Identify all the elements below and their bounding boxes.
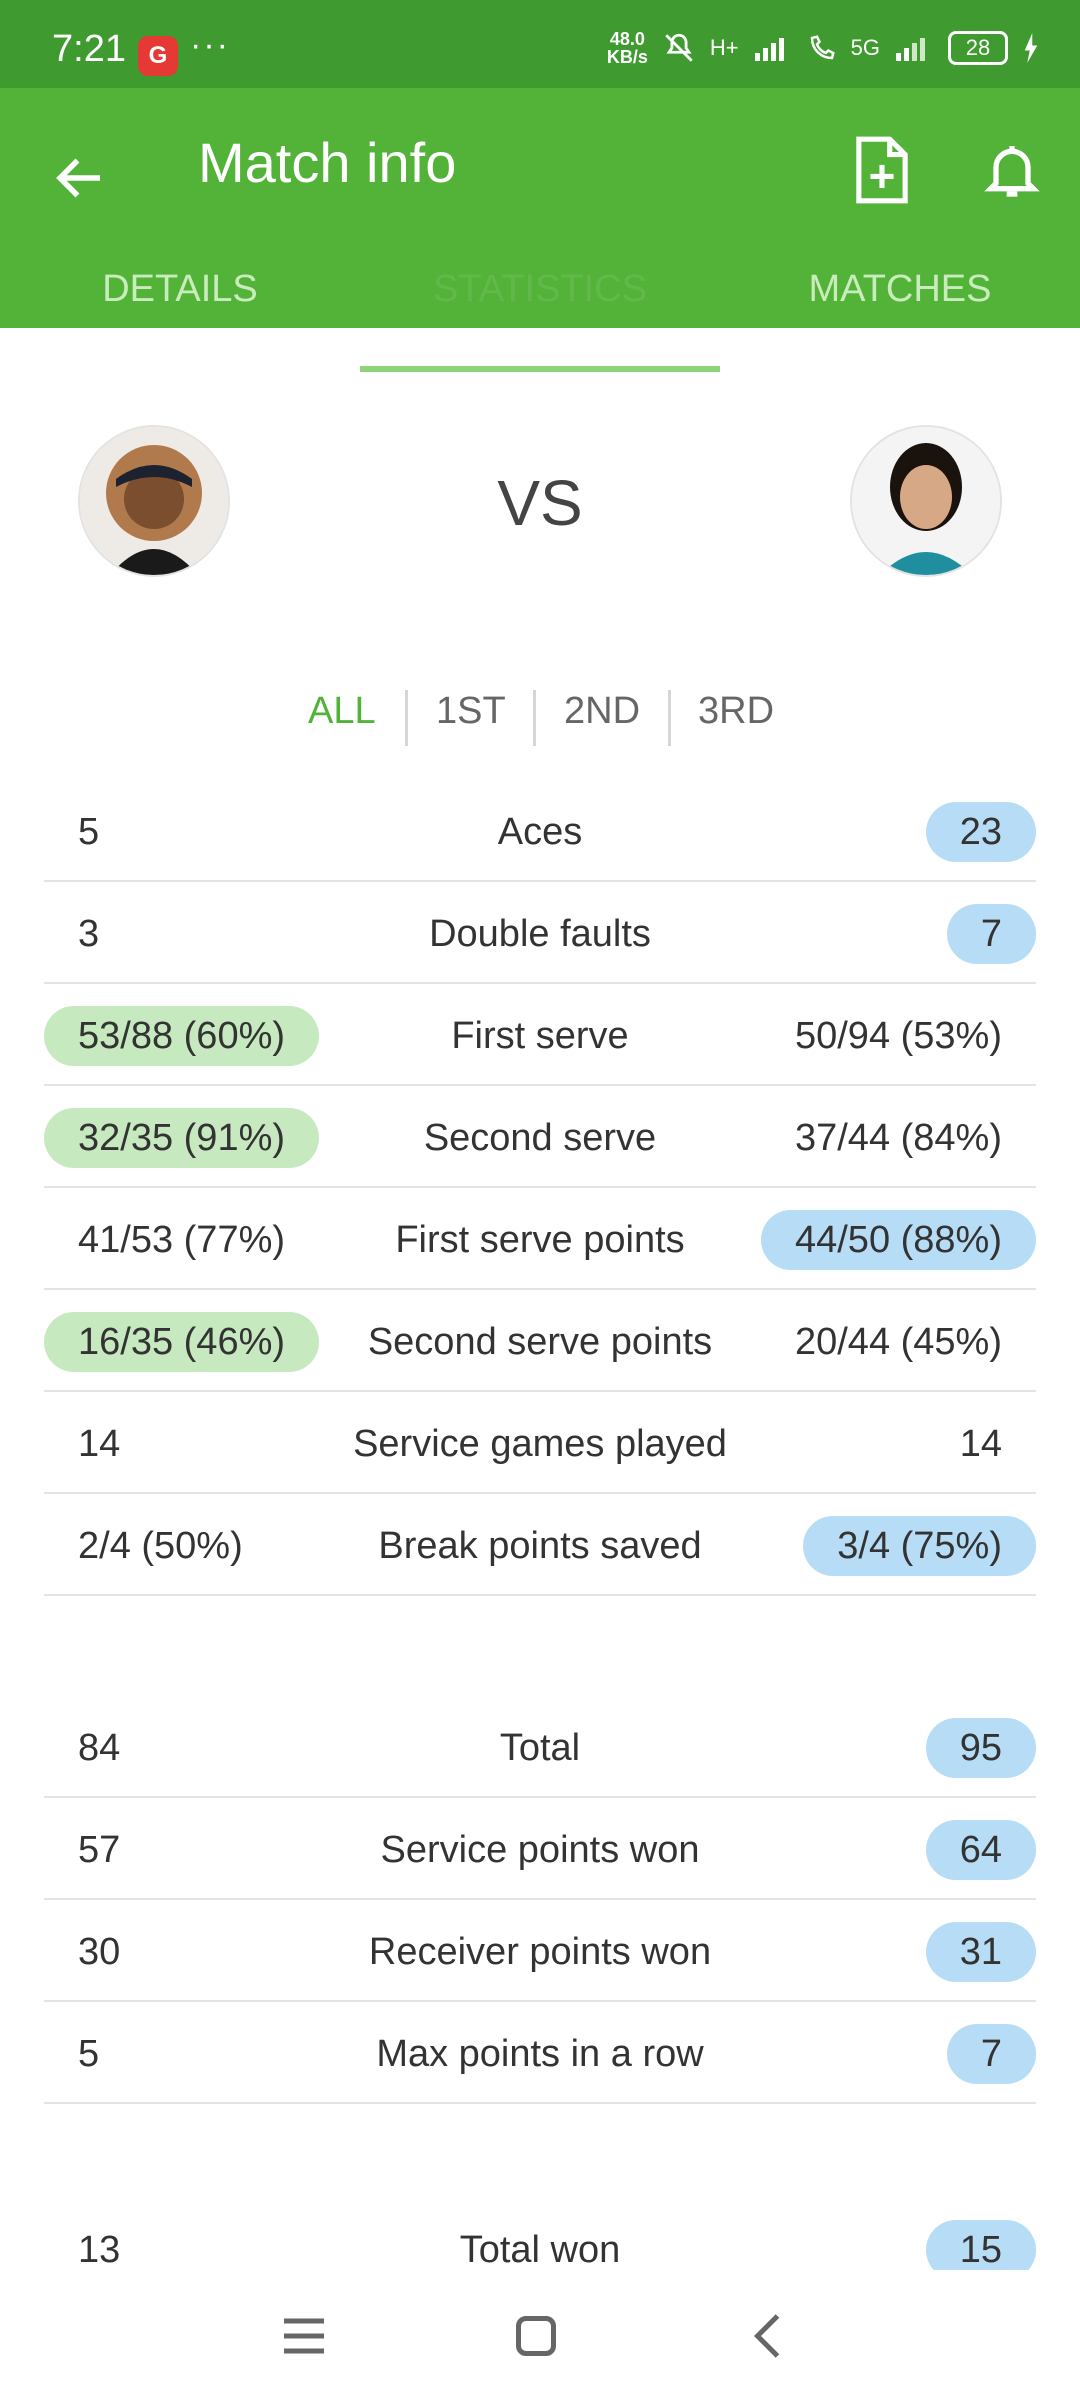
stat-label: Total — [499, 1727, 581, 1769]
stats-section-games: 13 Total won 15 — [0, 2196, 1080, 2270]
set-divider — [405, 690, 408, 746]
page-title: Match info — [198, 131, 457, 194]
stat-left-value: 32/35 (91%) — [44, 1108, 320, 1168]
stat-right-value: 64 — [925, 1820, 1036, 1880]
stat-left-value: 84 — [78, 1727, 121, 1769]
set-filter-3rd[interactable]: 3RD — [698, 690, 775, 732]
tab-bar: DETAILS STATISTICS MATCHES — [0, 264, 1080, 328]
signal-icon — [754, 38, 784, 61]
stat-label: Receiver points won — [368, 1931, 712, 1973]
tab-details[interactable]: DETAILS — [102, 268, 258, 310]
stat-right-value: 31 — [925, 1922, 1036, 1982]
stat-row-aces: 5 Aces 23 — [44, 778, 1036, 882]
system-nav-bar — [0, 2270, 1080, 2400]
stat-left-value: 13 — [78, 2229, 121, 2270]
stat-row-service-points-won: 57 Service points won 64 — [44, 1796, 1036, 1900]
call-icon — [810, 35, 835, 60]
stat-label: Aces — [497, 811, 583, 853]
stat-label: First serve points — [395, 1219, 685, 1261]
stat-row-total: 84 Total 95 — [44, 1694, 1036, 1798]
stat-label: Service points won — [380, 1829, 700, 1871]
stat-left-value: 14 — [78, 1423, 121, 1465]
stat-label: Service games played — [353, 1423, 727, 1465]
stat-label: Second serve points — [367, 1321, 713, 1363]
notification-bell-icon[interactable] — [980, 138, 1044, 202]
stat-row-double-faults: 3 Double faults 7 — [44, 880, 1036, 984]
stat-right-value: 50/94 (53%) — [794, 1015, 1002, 1057]
stat-row-max-points-in-a-row: 5 Max points in a row 7 — [44, 2000, 1036, 2104]
stat-left-value: 53/88 (60%) — [44, 1006, 320, 1066]
stat-label: Max points in a row — [376, 2033, 704, 2075]
stat-row-first-serve: 53/88 (60%) First serve 50/94 (53%) — [44, 982, 1036, 1086]
signal-icon-2 — [896, 38, 925, 61]
status-icons: 48.0 KB/s H+ 5G 28 — [607, 30, 1040, 66]
battery-icon: 28 — [948, 31, 1008, 65]
status-time: 7:21 — [52, 28, 126, 70]
active-tab-indicator — [360, 366, 720, 372]
stat-left-value: 57 — [78, 1829, 121, 1871]
stat-right-value: 14 — [959, 1423, 1002, 1465]
stat-left-value: 3 — [78, 913, 100, 955]
player2-avatar[interactable] — [850, 425, 1002, 577]
versus-label: VS — [497, 467, 583, 539]
home-icon[interactable] — [506, 2306, 566, 2366]
set-divider — [533, 690, 536, 746]
stat-label: Double faults — [429, 913, 651, 955]
stat-right-value: 15 — [925, 2220, 1036, 2270]
stat-right-value: 7 — [946, 904, 1036, 964]
add-document-icon[interactable] — [850, 134, 914, 206]
stat-right-value: 44/50 (88%) — [760, 1210, 1036, 1270]
stat-row-total-won: 13 Total won 15 — [44, 2196, 1036, 2270]
status-bar: 7:21 G ··· 48.0 KB/s H+ 5G 28 — [0, 0, 1080, 88]
app-bar: Match info DETAILS STATISTICS MATCHES — [0, 88, 1080, 328]
stat-row-service-games: 14 Service games played 14 — [44, 1390, 1036, 1494]
stat-left-value: 41/53 (77%) — [78, 1219, 286, 1261]
stat-row-receiver-points-won: 30 Receiver points won 31 — [44, 1898, 1036, 2002]
stat-left-value: 5 — [78, 2033, 100, 2075]
player1-avatar[interactable] — [78, 425, 230, 577]
stat-label: Break points saved — [378, 1525, 702, 1567]
set-filter-1st[interactable]: 1ST — [436, 690, 506, 732]
stat-label: Total won — [459, 2229, 621, 2270]
charging-icon — [1024, 33, 1038, 63]
stat-left-value: 5 — [78, 811, 100, 853]
stat-right-value: 20/44 (45%) — [794, 1321, 1002, 1363]
stat-left-value: 2/4 (50%) — [78, 1525, 243, 1567]
network-type-2: 5G — [850, 35, 880, 60]
back-icon[interactable] — [740, 2306, 800, 2366]
stat-label: Second serve — [423, 1117, 657, 1159]
set-filter-all[interactable]: ALL — [308, 690, 376, 732]
network-type-1: H+ — [709, 35, 739, 60]
more-notifications-icon: ··· — [190, 26, 230, 64]
stat-row-second-serve-points: 16/35 (46%) Second serve points 20/44 (45%… — [44, 1288, 1036, 1392]
stat-right-value: 95 — [925, 1718, 1036, 1778]
menu-icon[interactable] — [274, 2306, 334, 2366]
stat-row-first-serve-points: 41/53 (77%) First serve points 44/50 (88%) — [44, 1186, 1036, 1290]
set-filter-2nd[interactable]: 2ND — [564, 690, 641, 732]
set-filter: ALL 1ST 2ND 3RD — [0, 690, 1080, 746]
app-notification-icon: G — [138, 36, 178, 76]
back-arrow-icon[interactable] — [50, 148, 110, 208]
network-speed: 48.0 KB/s — [607, 30, 648, 66]
stat-label: First serve — [451, 1015, 629, 1057]
stat-left-value: 30 — [78, 1931, 121, 1973]
stat-right-value: 3/4 (75%) — [803, 1516, 1036, 1576]
network-speed-unit: KB/s — [606, 47, 648, 67]
network-speed-value: 48.0 — [609, 29, 645, 49]
set-divider — [668, 690, 671, 746]
tab-matches[interactable]: MATCHES — [808, 268, 992, 310]
stat-right-value: 7 — [946, 2024, 1036, 2084]
stat-row-second-serve: 32/35 (91%) Second serve 37/44 (84%) — [44, 1084, 1036, 1188]
stat-left-value: 16/35 (46%) — [44, 1312, 320, 1372]
tab-statistics[interactable]: STATISTICS — [433, 268, 647, 310]
stat-right-value: 23 — [925, 802, 1036, 862]
stat-right-value: 37/44 (84%) — [794, 1117, 1002, 1159]
mute-icon — [665, 33, 693, 62]
stat-row-break-points-saved: 2/4 (50%) Break points saved 3/4 (75%) — [44, 1492, 1036, 1596]
